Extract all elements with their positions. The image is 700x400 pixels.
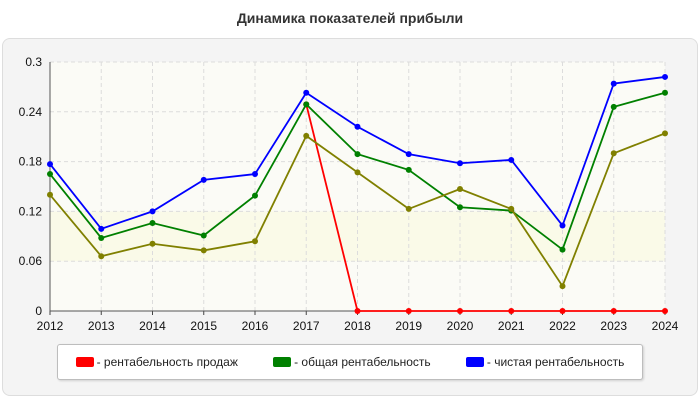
plot-area xyxy=(50,62,665,311)
data-point xyxy=(354,308,361,314)
data-point xyxy=(252,238,258,245)
legend-item: - рентабельность продаж xyxy=(75,355,238,369)
data-point xyxy=(559,246,566,253)
data-point xyxy=(662,89,668,96)
data-point xyxy=(457,308,463,314)
data-point xyxy=(200,176,207,183)
y-tick-label: 0.3 xyxy=(25,55,42,69)
data-point xyxy=(508,156,515,163)
data-point xyxy=(149,220,156,227)
data-point xyxy=(662,130,668,137)
x-tick-label: 2024 xyxy=(652,319,679,333)
x-tick-label: 2015 xyxy=(190,319,217,333)
data-point xyxy=(303,101,310,108)
data-point xyxy=(354,123,361,130)
data-point xyxy=(149,240,156,247)
data-point xyxy=(508,205,515,212)
data-point xyxy=(200,247,207,254)
data-point xyxy=(559,308,566,314)
data-point xyxy=(508,308,515,314)
data-point xyxy=(47,161,53,168)
data-point xyxy=(610,150,617,157)
data-point xyxy=(252,171,258,178)
data-point xyxy=(457,204,463,211)
legend-label: - рентабельность продаж xyxy=(96,355,238,369)
legend-label: - чистая рентабельность xyxy=(486,355,625,369)
x-tick-label: 2013 xyxy=(88,319,115,333)
x-tick-label: 2014 xyxy=(139,319,166,333)
data-point xyxy=(98,225,105,232)
legend-item: - общая рентабельность xyxy=(273,355,431,369)
y-tick-label: 0.12 xyxy=(19,204,43,218)
data-point xyxy=(47,191,53,198)
x-tick-label: 2019 xyxy=(395,319,422,333)
data-point xyxy=(559,222,566,229)
x-tick-label: 2020 xyxy=(447,319,474,333)
data-point xyxy=(457,185,463,192)
chart-legend: - рентабельность продаж - общая рентабель… xyxy=(57,344,643,380)
data-point xyxy=(98,253,105,260)
data-point xyxy=(405,166,412,173)
x-tick-label: 2016 xyxy=(242,319,269,333)
data-point xyxy=(303,132,310,139)
legend-swatch xyxy=(465,357,484,367)
x-tick-label: 2012 xyxy=(37,319,64,333)
x-tick-label: 2018 xyxy=(344,319,371,333)
x-tick-label: 2017 xyxy=(293,319,320,333)
data-point xyxy=(98,234,105,241)
data-point xyxy=(405,205,412,212)
legend-swatch xyxy=(75,357,94,367)
data-point xyxy=(405,151,412,158)
data-point xyxy=(610,308,617,314)
data-point xyxy=(662,73,668,80)
data-point xyxy=(354,151,361,158)
data-point xyxy=(354,169,361,176)
y-tick-label: 0.24 xyxy=(19,105,43,119)
y-tick-label: 0.06 xyxy=(19,254,43,268)
x-tick-label: 2021 xyxy=(498,319,525,333)
data-point xyxy=(303,89,310,96)
data-point xyxy=(559,283,566,290)
data-point xyxy=(405,308,412,314)
data-point xyxy=(457,160,463,167)
data-point xyxy=(610,80,617,87)
chart-title: Динамика показателей прибыли xyxy=(236,10,464,26)
y-tick-label: 0.18 xyxy=(19,155,43,169)
series-line xyxy=(305,104,665,312)
data-point xyxy=(252,192,258,199)
data-point xyxy=(662,308,668,314)
y-tick-label: 0 xyxy=(35,304,42,318)
legend-item: - чистая рентабельность xyxy=(465,355,625,369)
legend-label: - общая рентабельность xyxy=(294,355,431,369)
data-point xyxy=(610,103,617,110)
data-point xyxy=(47,171,53,178)
x-tick-label: 2022 xyxy=(549,319,576,333)
x-tick-label: 2023 xyxy=(600,319,627,333)
data-point xyxy=(149,208,156,215)
data-point xyxy=(200,232,207,239)
legend-swatch xyxy=(273,357,292,367)
